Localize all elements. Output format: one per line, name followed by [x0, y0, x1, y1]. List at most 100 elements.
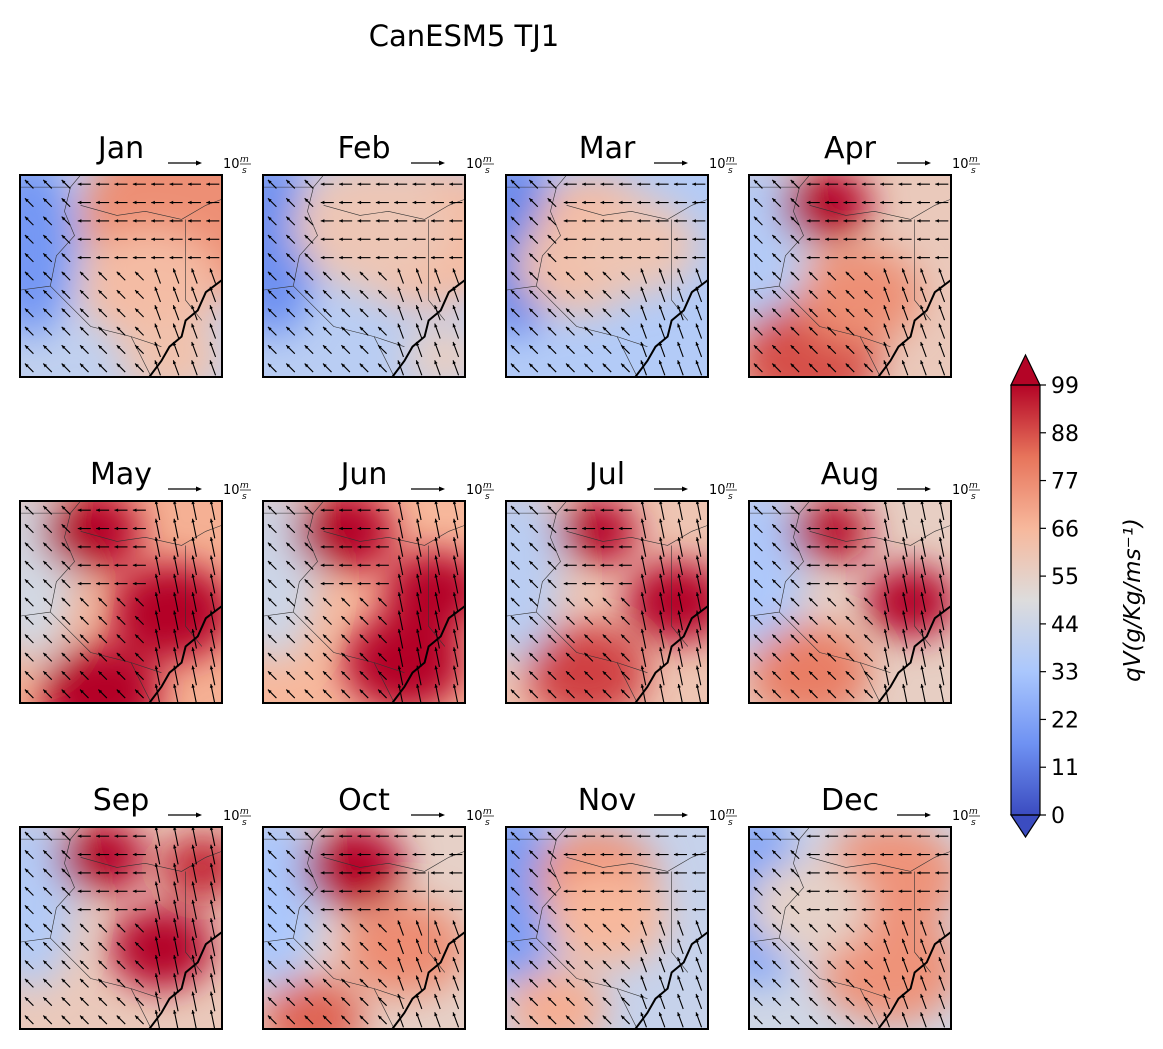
wind-arrow-head — [116, 652, 121, 657]
wind-arrow-head — [24, 887, 29, 891]
heatmap-high-region — [110, 907, 212, 989]
wind-arrow-head — [566, 671, 570, 675]
wind-arrow-head — [43, 326, 48, 331]
reference-unit-denominator: s — [971, 492, 976, 502]
wind-arrow-head — [323, 597, 327, 602]
wind-arrow-head — [61, 271, 66, 276]
wind-arrow-head — [339, 907, 343, 912]
wind-arrow-head — [397, 920, 401, 925]
wind-arrow-head — [43, 579, 48, 584]
wind-arrow-head — [452, 684, 457, 688]
wind-arrow-head — [77, 526, 82, 531]
wind-arrow-head — [286, 561, 291, 565]
wind-arrow-head — [547, 978, 552, 983]
reference-unit-denominator: s — [485, 818, 490, 828]
wind-arrow-head — [304, 326, 309, 331]
wind-arrow-head — [809, 363, 813, 368]
wind-arrow-head — [692, 907, 696, 912]
wind-arrow-head — [61, 505, 66, 510]
wind-vectors — [753, 179, 949, 376]
wind-arrow-head — [267, 960, 272, 965]
wind-arrow-head — [304, 887, 309, 891]
border-line — [50, 937, 152, 1029]
wind-arrow-head — [692, 237, 696, 242]
wind-arrow-head — [547, 905, 552, 910]
wind-arrow-head — [209, 899, 214, 904]
wind-arrow-head — [304, 671, 309, 675]
wind-arrow-head — [397, 1012, 401, 1017]
wind-arrow-head — [898, 219, 903, 223]
colorbar-tick-label: 99 — [1051, 374, 1079, 399]
wind-arrow-head — [452, 647, 457, 652]
wind-arrow-head — [434, 341, 438, 346]
wind-arrow-head — [267, 1015, 272, 1020]
wind-arrow-head — [378, 689, 382, 694]
wind-arrow-head — [845, 1015, 850, 1020]
coastline — [634, 279, 708, 377]
wind-arrow-head — [151, 237, 155, 242]
wind-arrow-head — [267, 978, 272, 983]
wind-arrow-head — [566, 616, 570, 620]
wind-arrow-head — [677, 1012, 681, 1017]
wind-arrow-head — [116, 671, 121, 675]
wind-arrow-head — [883, 628, 888, 633]
wind-arrow-head — [304, 345, 309, 349]
colorbar-tick-label: 88 — [1051, 422, 1079, 447]
wind-arrow-head — [566, 326, 570, 331]
wind-arrow-head — [772, 942, 777, 946]
wind-arrow-head — [24, 597, 29, 602]
wind-arrow-head — [677, 537, 681, 541]
wind-arrow-head — [920, 975, 924, 980]
wind-arrow-head — [600, 852, 605, 857]
wind-arrow-head — [304, 235, 309, 239]
wind-arrow-head — [845, 671, 850, 675]
wind-arrow-head — [397, 647, 402, 652]
heatmap-high-region — [161, 835, 222, 900]
wind-arrow-head — [154, 844, 159, 849]
wind-arrow-head — [916, 889, 921, 894]
panel-frame — [505, 826, 709, 1030]
wind-arrow-head — [753, 978, 758, 983]
border-line — [20, 513, 75, 617]
wind-arrow-head — [584, 942, 589, 946]
wind-arrow-head — [806, 237, 811, 242]
wind-arrow-head — [790, 652, 795, 657]
wind-arrow-head — [602, 345, 607, 349]
wind-arrow-head — [677, 610, 681, 615]
wind-arrow-head — [618, 219, 623, 223]
wind-arrow-head — [341, 997, 346, 1001]
wind-arrow-head — [938, 573, 943, 578]
reference-unit-denominator: s — [728, 492, 733, 502]
wind-arrow-head — [24, 942, 29, 946]
wind-arrow-head — [547, 831, 552, 836]
wind-arrow-head — [341, 652, 346, 657]
wind-arrow-head — [673, 237, 678, 242]
wind-arrow-head — [935, 871, 939, 875]
wind-arrow-head — [452, 518, 457, 523]
reference-unit-denominator: s — [242, 492, 247, 502]
wind-arrow-head — [61, 579, 66, 584]
wind-arrow-head — [529, 960, 534, 965]
wind-arrow-head — [938, 518, 943, 523]
wind-arrow-head — [916, 871, 921, 875]
wind-arrow-head — [640, 573, 645, 578]
wind-vectors — [510, 179, 706, 376]
wind-arrow-head — [339, 237, 343, 242]
wind-arrow-head — [154, 665, 159, 670]
wind-arrow-head — [452, 920, 456, 925]
wind-arrow-head — [286, 831, 291, 836]
wind-arrow-head — [43, 887, 48, 891]
wind-arrow-head — [640, 628, 645, 633]
wind-arrow-head — [286, 923, 291, 928]
wind-arrow-head — [809, 597, 813, 602]
reference-arrow-head — [925, 812, 931, 818]
wind-arrow-head — [191, 610, 195, 615]
border-line — [536, 937, 638, 1029]
wind-arrow-head — [566, 997, 570, 1001]
wind-arrow-head — [187, 219, 192, 223]
wind-arrow-head — [394, 907, 398, 912]
wind-arrow-head — [938, 537, 943, 541]
wind-arrow-head — [375, 200, 380, 205]
wind-arrow-head — [695, 323, 699, 328]
heatmap-high-region — [506, 968, 607, 1029]
